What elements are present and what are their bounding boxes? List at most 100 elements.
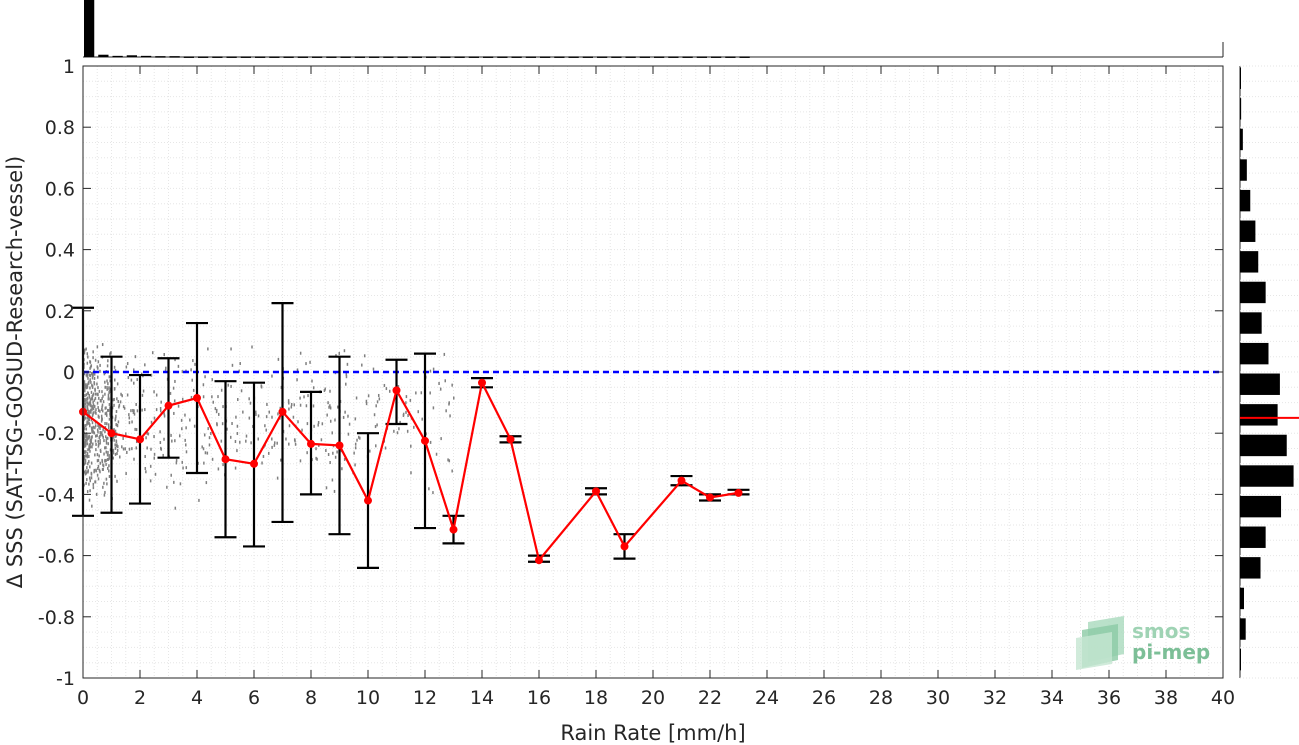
scatter-point: [104, 412, 107, 416]
scatter-point: [216, 422, 218, 426]
scatter-point: [114, 429, 117, 433]
data-point: [421, 436, 429, 445]
scatter-point: [135, 402, 137, 406]
scatter-point: [94, 396, 97, 400]
scatter-point: [90, 380, 92, 384]
scatter-point: [83, 470, 85, 474]
right-hist-bar: [1240, 312, 1262, 334]
top-hist-bar: [654, 56, 665, 58]
top-hist-bar: [411, 56, 422, 58]
scatter-point: [332, 451, 334, 455]
scatter-point: [97, 375, 99, 379]
scatter-point: [376, 423, 378, 427]
x-tick-label: 28: [869, 687, 893, 709]
scatter-point: [85, 469, 87, 473]
scatter-point: [89, 424, 91, 428]
scatter-point: [222, 463, 224, 467]
scatter-point: [133, 368, 135, 372]
scatter-point: [301, 428, 303, 432]
x-tick-label: 36: [1097, 687, 1121, 709]
scatter-point: [105, 450, 108, 454]
scatter-point: [141, 408, 143, 412]
x-tick-label: 30: [926, 687, 950, 709]
scatter-point: [84, 461, 87, 465]
scatter-point: [133, 412, 136, 416]
top-hist-bar: [312, 56, 323, 58]
scatter-point: [105, 437, 108, 441]
scatter-point: [107, 397, 110, 401]
top-hist-bar: [511, 56, 522, 58]
top-hist-bar: [682, 56, 693, 58]
scatter-point: [105, 439, 108, 443]
scatter-point: [354, 442, 357, 446]
scatter-point: [268, 451, 270, 455]
scatter-point: [106, 379, 108, 383]
scatter-point: [290, 405, 293, 409]
scatter-point: [102, 428, 104, 432]
scatter-point: [276, 441, 278, 445]
scatter-point: [95, 448, 97, 452]
scatter-point: [174, 439, 176, 443]
scatter-point: [104, 380, 106, 384]
scatter-point: [305, 404, 308, 408]
scatter-point: [102, 435, 104, 439]
scatter-point: [87, 462, 89, 466]
data-point: [677, 476, 686, 485]
scatter-point: [99, 425, 102, 429]
scatter-point: [323, 389, 326, 393]
scatter-point: [306, 422, 309, 426]
y-tick-label: 0.2: [45, 301, 75, 323]
scatter-point: [159, 407, 162, 411]
scatter-point: [296, 378, 298, 382]
scatter-point: [218, 412, 220, 416]
top-histogram: [83, 0, 1224, 58]
scatter-point: [107, 382, 109, 386]
scatter-point: [87, 355, 89, 359]
scatter-point: [92, 442, 94, 446]
scatter-point: [107, 450, 109, 454]
scatter-point: [108, 454, 110, 458]
scatter-point: [185, 466, 188, 470]
scatter-point: [405, 395, 408, 399]
scatter-point: [443, 352, 446, 356]
scatter-point: [86, 478, 88, 482]
scatter-point: [92, 403, 95, 407]
scatter-point: [91, 385, 94, 389]
scatter-point: [88, 435, 91, 439]
scatter-point: [420, 391, 423, 395]
scatter-point: [215, 410, 218, 414]
scatter-point: [313, 424, 315, 428]
scatter-point: [398, 427, 400, 431]
scatter-point: [329, 461, 331, 465]
top-hist-bar: [326, 56, 337, 58]
scatter-point: [122, 405, 125, 409]
scatter-point: [99, 470, 101, 474]
scatter-point: [102, 464, 105, 468]
scatter-point: [112, 435, 115, 439]
scatter-point: [160, 400, 162, 404]
scatter-point: [239, 440, 241, 444]
scatter-point: [84, 394, 86, 398]
scatter-point: [116, 397, 118, 401]
scatter-point: [217, 395, 219, 399]
scatter-point: [83, 351, 86, 355]
scatter-point: [104, 490, 106, 494]
scatter-point: [248, 397, 250, 401]
mean-series-line: [82, 379, 739, 563]
scatter-point: [101, 467, 104, 471]
scatter-point: [325, 449, 327, 453]
scatter-point: [94, 410, 96, 414]
scatter-point: [98, 396, 100, 400]
scatter-point: [101, 407, 103, 411]
scatter-point: [150, 447, 152, 451]
scatter-point: [89, 360, 91, 364]
y-axis-label: Δ SSS (SAT-TSG-GOSUD-Research-vessel): [3, 156, 27, 588]
x-tick-label: 24: [755, 687, 779, 709]
scatter-point: [236, 449, 238, 453]
scatter-point: [131, 420, 133, 424]
scatter-point: [86, 420, 88, 424]
scatter-point: [329, 419, 332, 423]
scatter-point: [299, 351, 302, 355]
scatter-point: [162, 453, 164, 457]
scatter-point: [91, 376, 94, 380]
